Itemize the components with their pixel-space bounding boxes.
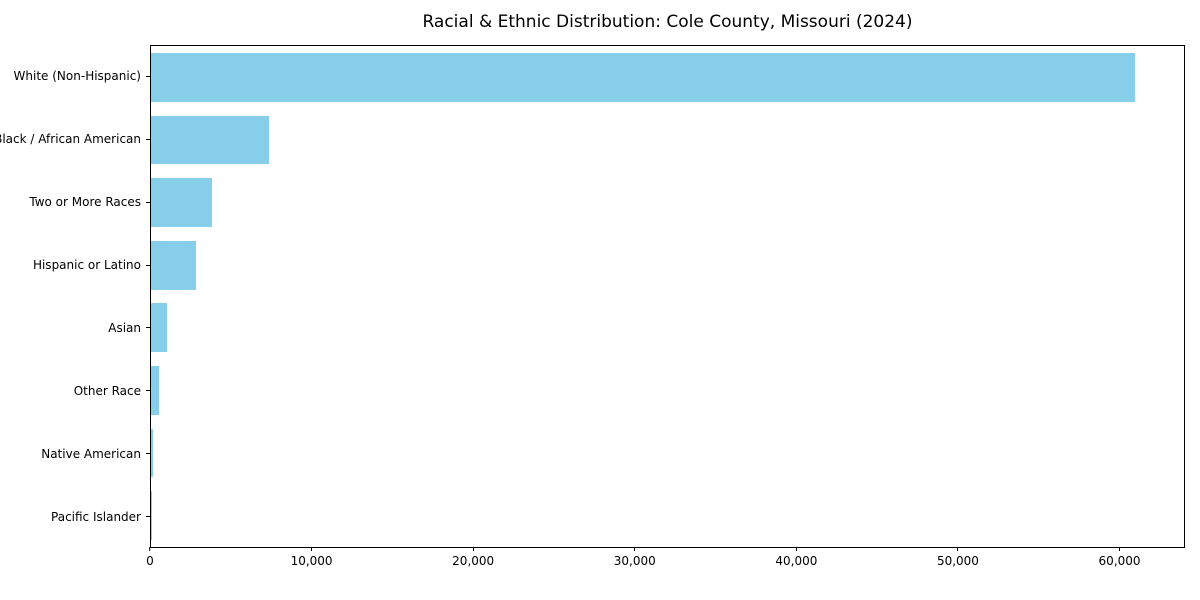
y-tick-mark xyxy=(146,201,150,203)
x-tick-label: 10,000 xyxy=(290,554,333,568)
x-tick-mark xyxy=(957,547,959,551)
y-tick-row: Hispanic or Latino xyxy=(0,234,150,297)
bar-row xyxy=(151,171,1184,234)
x-tick-label: 50,000 xyxy=(936,554,979,568)
bar-row xyxy=(151,422,1184,485)
y-tick-row: Native American xyxy=(0,422,150,485)
bar xyxy=(151,240,197,290)
bars-container xyxy=(151,46,1184,547)
y-axis-labels: White (Non-Hispanic) Black / African Amer… xyxy=(0,45,150,548)
bar-row xyxy=(151,46,1184,109)
y-tick-mark xyxy=(146,390,150,392)
x-axis: 0 10,000 20,000 30,000 40,000 50,000 60,000 xyxy=(146,547,1185,575)
plot-area xyxy=(150,45,1185,548)
x-tick-mark xyxy=(795,547,797,551)
y-tick-label: Pacific Islander xyxy=(51,509,141,524)
y-tick-mark xyxy=(146,138,150,140)
x-tick: 0 xyxy=(146,547,154,568)
y-tick-row: Asian xyxy=(0,297,150,360)
y-tick-mark xyxy=(146,264,150,266)
y-tick-label: Two or More Races xyxy=(29,195,141,210)
x-tick-label: 20,000 xyxy=(452,554,495,568)
bar xyxy=(151,52,1135,102)
x-tick: 20,000 xyxy=(452,547,494,568)
x-tick-mark xyxy=(472,547,474,551)
y-tick-label: White (Non-Hispanic) xyxy=(13,69,141,84)
x-tick: 60,000 xyxy=(1099,547,1141,568)
bar xyxy=(151,491,152,541)
y-tick-row: White (Non-Hispanic) xyxy=(0,45,150,108)
y-tick-label: Native American xyxy=(41,446,141,461)
chart-title: Racial & Ethnic Distribution: Cole Count… xyxy=(422,12,913,32)
y-tick-label: Hispanic or Latino xyxy=(32,258,141,273)
y-tick-label: Black / African American xyxy=(0,132,141,147)
bar xyxy=(151,178,213,227)
bar-row xyxy=(151,297,1184,360)
x-tick: 40,000 xyxy=(775,547,817,568)
bar-row xyxy=(151,234,1184,297)
y-tick-mark xyxy=(146,516,150,518)
bar xyxy=(151,303,168,353)
x-tick-mark xyxy=(1119,547,1121,551)
y-tick-row: Pacific Islander xyxy=(0,485,150,548)
x-tick-mark xyxy=(311,547,313,551)
bar xyxy=(151,366,160,415)
x-tick-mark xyxy=(634,547,636,551)
bar xyxy=(151,115,269,165)
bar xyxy=(151,428,154,478)
y-tick-label: Asian xyxy=(108,320,141,335)
y-tick-mark xyxy=(146,75,150,77)
x-tick-label: 0 xyxy=(146,554,154,568)
y-tick-mark xyxy=(146,453,150,455)
x-tick: 10,000 xyxy=(291,547,333,568)
x-tick-label: 30,000 xyxy=(613,554,656,568)
x-tick-label: 60,000 xyxy=(1098,554,1141,568)
y-tick-row: Other Race xyxy=(0,359,150,422)
x-tick: 30,000 xyxy=(614,547,656,568)
x-tick: 50,000 xyxy=(937,547,979,568)
x-tick-mark xyxy=(149,547,151,551)
bar-row xyxy=(151,484,1184,547)
x-tick-label: 40,000 xyxy=(775,554,818,568)
y-tick-mark xyxy=(146,327,150,329)
y-tick-label: Other Race xyxy=(73,383,141,398)
bar-row xyxy=(151,109,1184,172)
bar-row xyxy=(151,359,1184,422)
y-tick-row: Black / African American xyxy=(0,108,150,171)
y-tick-row: Two or More Races xyxy=(0,171,150,234)
